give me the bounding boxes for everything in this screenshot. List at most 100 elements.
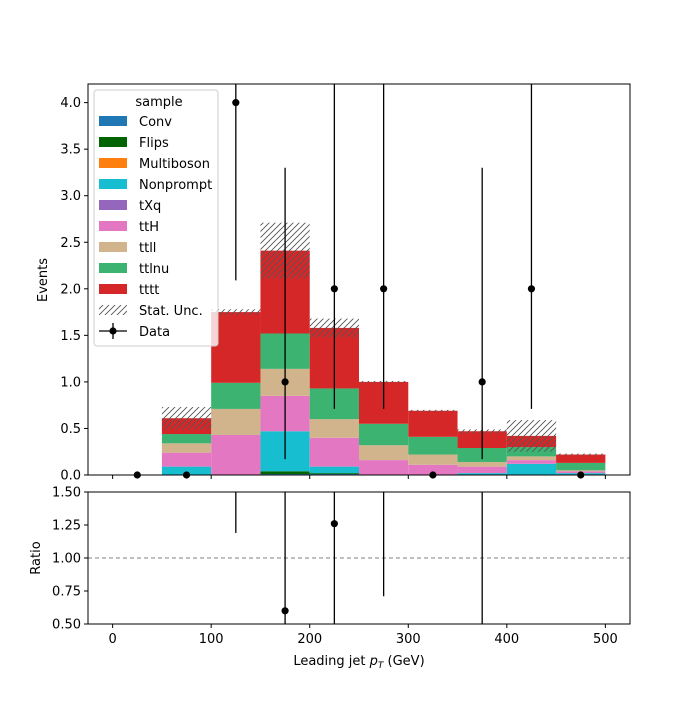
bar-tth-8 [506, 460, 557, 464]
data-point-2 [232, 99, 240, 107]
main-y-tick-label-2: 1.0 [60, 375, 81, 390]
ratio-y-tick-label-2: 1.00 [52, 552, 81, 567]
main-y-tick-label-4: 2.0 [60, 282, 81, 297]
legend-label-txq: tXq [139, 199, 161, 214]
legend-label-ttll: ttll [139, 241, 156, 256]
legend-swatch-tttt [99, 284, 127, 294]
main-x-ticks [112, 475, 606, 479]
bar-ttll-5 [359, 445, 409, 461]
legend-title: sample [135, 95, 182, 110]
main-y-tick-label-5: 2.5 [60, 236, 81, 251]
legend-label-stat-unc: Stat. Unc. [139, 304, 203, 319]
data-points [133, 84, 585, 479]
bar-ttlnu-1 [161, 434, 212, 444]
x-tick-label-4: 400 [494, 632, 519, 647]
main-axes-frame [87, 83, 631, 476]
stat-unc-band-1 [161, 407, 212, 430]
legend-frame [93, 89, 219, 347]
legend-label-flips: Flips [139, 136, 169, 151]
ratio-points [235, 492, 483, 624]
main-y-tick-label-0: 0.0 [60, 469, 81, 484]
legend: sample Conv Flips Multiboson Nonprompt tXq tt… [93, 89, 219, 347]
ratio-y-tick-label-1: 0.75 [52, 585, 81, 600]
bar-ttll-9 [556, 470, 606, 472]
ratio-panel: 0.50 0.75 1.00 1.25 1.50 0 100 200 300 400 500 Ra… [29, 486, 631, 671]
legend-label-tttt: tttt [139, 283, 159, 298]
bar-ttll-7 [457, 461, 507, 467]
bar-tttt-2 [211, 312, 261, 383]
bar-ttlnu-9 [556, 462, 606, 471]
bar-nonprompt-4 [309, 466, 359, 474]
main-y-tick-label-3: 1.5 [60, 329, 81, 344]
legend-label-conv: Conv [139, 115, 172, 130]
stat-unc-band-2 [211, 309, 261, 315]
ratio-point-1 [281, 607, 289, 615]
x-tick-label-3: 300 [396, 632, 421, 647]
main-y-tick-label-8: 4.0 [60, 96, 81, 111]
bar-tttt-9 [556, 454, 606, 463]
data-point-7 [478, 378, 486, 386]
ratio-y-tick-label-0: 0.50 [52, 618, 81, 633]
bar-tth-2 [211, 434, 261, 475]
ratio-y-tick-label-3: 1.25 [52, 519, 81, 534]
legend-label-tth: ttH [139, 220, 159, 235]
bar-nonprompt-8 [506, 463, 557, 475]
legend-swatch-tth [99, 221, 127, 231]
main-y-ticks: 0.0 0.5 1.0 1.5 2.0 2.5 3.0 3.5 4.0 [60, 96, 88, 484]
ratio-y-ticks: 0.50 0.75 1.00 1.25 1.50 [52, 486, 88, 633]
legend-swatch-data [109, 327, 117, 335]
bar-ttll-6 [408, 454, 458, 465]
legend-swatch-stat-unc [99, 305, 127, 315]
bar-ttll-4 [309, 419, 359, 438]
bar-nonprompt-1 [161, 466, 212, 475]
legend-swatch-ttll [99, 242, 127, 252]
main-panel: 0.0 0.5 1.0 1.5 2.0 2.5 3.0 3.5 4.0 Events sampl… [36, 83, 631, 484]
ratio-y-axis-label: Ratio [29, 541, 44, 574]
x-tick-label-2: 200 [297, 632, 322, 647]
legend-swatch-conv [99, 116, 127, 126]
legend-swatch-txq [99, 200, 127, 210]
x-tick-label-5: 500 [593, 632, 618, 647]
legend-label-multiboson: Multiboson [139, 157, 210, 172]
ratio-y-tick-label-4: 1.50 [52, 486, 81, 501]
bar-tttt-6 [408, 410, 458, 437]
legend-label-data: Data [139, 325, 170, 340]
stat-unc-band-6 [408, 409, 458, 412]
bar-flips-4 [309, 473, 359, 475]
bar-tth-5 [359, 460, 409, 475]
legend-swatch-multiboson [99, 158, 127, 168]
ratio-point-2 [330, 520, 338, 528]
bar-flips-3 [260, 471, 310, 475]
main-y-tick-label-1: 0.5 [60, 422, 81, 437]
x-tick-label-0: 0 [108, 632, 116, 647]
main-y-tick-label-6: 3.0 [60, 189, 81, 204]
legend-swatch-ttlnu [99, 263, 127, 273]
bar-tth-1 [161, 452, 212, 467]
ratio-x-ticks: 0 100 200 300 400 500 [108, 624, 618, 647]
data-point-8 [527, 285, 536, 293]
ratio-axes-frame [87, 491, 631, 625]
bar-ttlnu-6 [408, 436, 458, 455]
stat-unc-band-8 [506, 420, 557, 452]
bar-tth-4 [309, 437, 359, 467]
bar-tth-7 [457, 466, 507, 474]
x-tick-label-1: 100 [199, 632, 224, 647]
bar-nonprompt-7 [457, 473, 507, 475]
data-point-3 [281, 378, 289, 386]
x-axis-label: Leading jet pT (GeV) [293, 654, 424, 671]
bar-ttlnu-2 [211, 382, 261, 409]
bar-tth-6 [408, 464, 458, 475]
bar-ttll-1 [161, 443, 212, 453]
data-point-5 [380, 285, 388, 293]
main-y-tick-label-7: 3.5 [60, 143, 81, 158]
bar-ttll-2 [211, 408, 261, 435]
legend-swatch-flips [99, 137, 127, 147]
bar-ttll-8 [506, 456, 557, 461]
main-y-axis-label: Events [36, 258, 51, 302]
stat-unc-band-9 [556, 453, 606, 456]
data-point-4 [330, 285, 338, 293]
legend-label-nonprompt: Nonprompt [139, 178, 212, 193]
legend-swatch-nonprompt [99, 179, 127, 189]
legend-label-ttlnu: ttlnu [139, 262, 169, 277]
